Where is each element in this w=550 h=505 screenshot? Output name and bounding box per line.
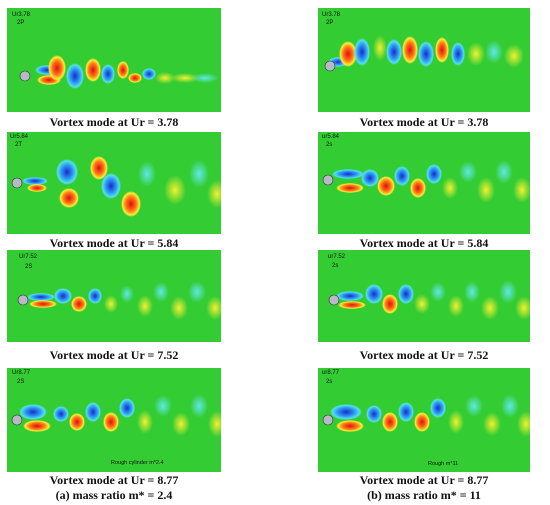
contour-b4: ur8.77 2s Rough m*11 [318, 368, 530, 472]
panel-caption: Vortex mode at Ur = 8.77 [49, 473, 179, 487]
panel-caption: Vortex mode at Ur = 8.77 [359, 473, 489, 487]
contour-a1: Ur3.78 2P [7, 8, 221, 112]
subfigure-caption: (b) mass ratio m* = 11 [367, 488, 481, 502]
panel-caption: Vortex mode at Ur = 5.84 [49, 236, 179, 250]
vorticity-field [7, 8, 221, 112]
contour-b1: Ur3.78 2P [318, 8, 530, 112]
ur-label: ur8.77 [322, 370, 340, 376]
vorticity-field [318, 250, 530, 342]
mode-label: 2S [17, 379, 25, 385]
ur-label: Ur3.78 [12, 12, 31, 18]
ur-label: Ur3.78 [322, 12, 341, 18]
mode-label: 2s [326, 379, 333, 385]
panel-note: Rough cylinder m*2.4 [111, 460, 164, 466]
contour-a3: Ur7.52 2S [7, 250, 221, 342]
vorticity-field [7, 368, 221, 472]
panel-caption: Vortex mode at Ur = 3.78 [49, 115, 179, 129]
mode-label: 2T [15, 142, 23, 148]
subfigure-caption: (a) mass ratio m* = 2.4 [55, 488, 173, 502]
ur-label: ur5.84 [322, 134, 340, 140]
ur-label: Ur7.52 [19, 254, 38, 260]
contour-a2: Ur5.84 2T [7, 132, 221, 234]
mode-label: 2S [25, 264, 33, 270]
ur-label: Ur8.77 [12, 370, 31, 376]
mode-label: 2s [332, 263, 339, 269]
vorticity-field [318, 8, 530, 112]
contour-b2: ur5.84 2s [318, 132, 530, 234]
ur-label: Ur5.84 [10, 134, 29, 140]
mode-label: 2P [326, 20, 334, 26]
contour-a4: Ur8.77 2S Rough cylinder m*2.4 [7, 368, 221, 472]
mode-label: 2s [326, 142, 333, 148]
mode-label: 2P [17, 20, 25, 26]
panel-note: Rough m*11 [428, 461, 459, 467]
panel-caption: Vortex mode at Ur = 3.78 [359, 115, 489, 129]
panel-caption: Vortex mode at Ur = 7.52 [49, 348, 179, 362]
panel-caption: Vortex mode at Ur = 5.84 [359, 236, 489, 250]
contour-b3: ur7.52 2s [318, 250, 530, 342]
vorticity-field [318, 132, 530, 234]
ur-label: ur7.52 [328, 254, 346, 260]
vorticity-field [7, 132, 221, 234]
vorticity-field [7, 250, 221, 342]
panel-caption: Vortex mode at Ur = 7.52 [359, 348, 489, 362]
vorticity-field [318, 368, 530, 472]
